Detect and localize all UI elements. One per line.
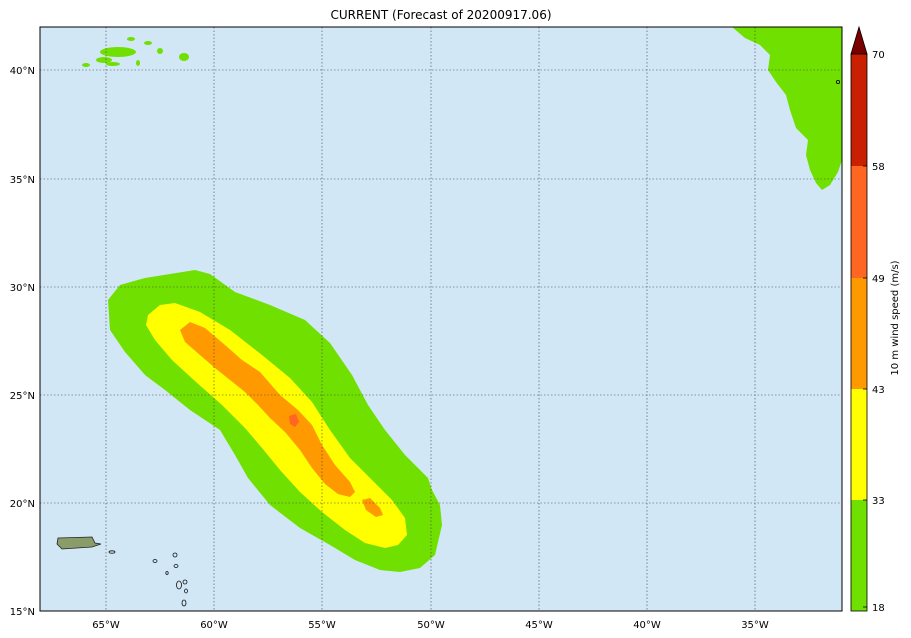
lat-label: 20°N (10, 499, 35, 510)
island-puerto-rico (56, 536, 102, 550)
small-island-marker (836, 80, 841, 85)
lon-label: 45°W (525, 620, 553, 631)
lon-label: 55°W (308, 620, 336, 631)
colorbar-tick: 18 (872, 603, 885, 614)
lat-label: 25°N (10, 391, 35, 402)
lon-label: 65°W (92, 620, 120, 631)
colorbar-band-33-43 (851, 389, 867, 500)
colorbar-extend-arrow (850, 25, 868, 55)
map-title: CURRENT (Forecast of 20200917.06) (330, 8, 552, 22)
colorbar-band-49-58 (851, 166, 867, 278)
colorbar-band-43-49 (851, 278, 867, 389)
graticule (40, 27, 842, 611)
colorbar-tick: 70 (872, 50, 885, 61)
lat-label: 15°N (10, 607, 35, 618)
colorbar-tick: 49 (872, 274, 885, 285)
wind-contour-43-49 (180, 322, 355, 497)
lon-label: 60°W (200, 620, 228, 631)
colorbar-band-18-33 (851, 500, 867, 611)
colorbar-tick: 43 (872, 385, 885, 396)
wind-contour-43-49-tail (362, 498, 383, 517)
islands-antilles (108, 550, 188, 607)
colorbar: 18 33 43 49 58 70 10 m wind speed (m/s) (850, 25, 901, 614)
colorbar-tick: 58 (872, 162, 885, 173)
lon-label: 35°W (741, 620, 769, 631)
wind-contour-49-58 (289, 414, 299, 427)
colorbar-band-58-70 (851, 54, 867, 166)
colorbar-label: 10 m wind speed (m/s) (890, 260, 901, 375)
wind-swath (108, 270, 442, 572)
map-frame (39, 26, 843, 612)
lon-labels: 65°W 60°W 55°W 50°W 45°W 40°W 35°W (92, 620, 769, 631)
lon-label: 40°W (633, 620, 661, 631)
lat-label: 40°N (10, 66, 35, 77)
lat-label: 30°N (10, 283, 35, 294)
islands-north (82, 37, 189, 67)
lat-labels: 40°N 35°N 30°N 25°N 20°N 15°N (10, 66, 35, 618)
colorbar-tick: 33 (872, 496, 885, 507)
lon-label: 50°W (417, 620, 445, 631)
colorbar-frame (850, 53, 868, 612)
lat-label: 35°N (10, 175, 35, 186)
landmass-east (732, 27, 842, 190)
